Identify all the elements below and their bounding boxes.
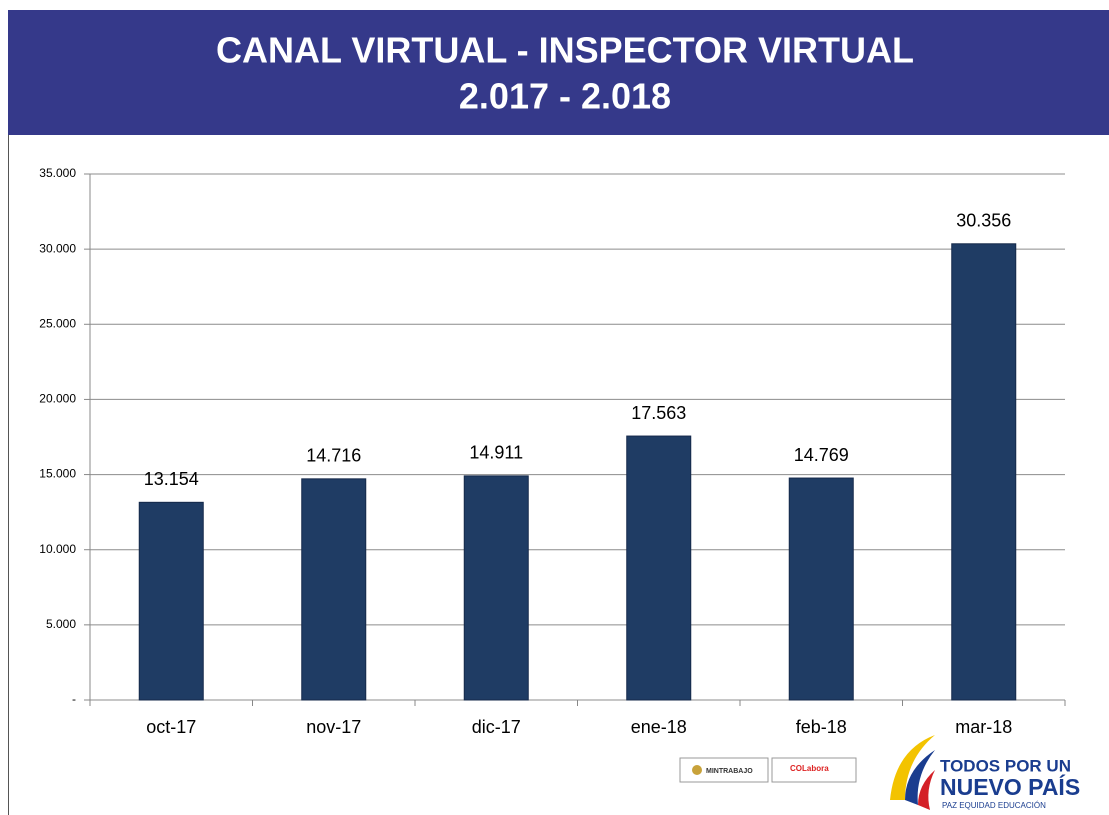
- y-tick-label: 30.000: [39, 241, 76, 255]
- x-tick-label: dic-17: [472, 717, 521, 737]
- title-banner: [8, 10, 1109, 135]
- y-tick-label: 10.000: [39, 542, 76, 556]
- slogan-top: TODOS POR UN: [940, 756, 1071, 775]
- data-label: 30.356: [956, 211, 1011, 231]
- data-label: 17.563: [631, 403, 686, 423]
- x-tick-label: feb-18: [796, 717, 847, 737]
- x-tick-label: nov-17: [306, 717, 361, 737]
- flag-blue: [905, 750, 935, 805]
- chart-title: CANAL VIRTUAL - INSPECTOR VIRTUAL: [216, 30, 914, 71]
- slogan-sub: PAZ EQUIDAD EDUCACIÓN: [942, 801, 1046, 810]
- ministry-logo: MINTRABAJO: [706, 768, 753, 775]
- bar: [951, 243, 1017, 701]
- bar: [788, 477, 854, 701]
- data-label: 14.911: [469, 443, 523, 463]
- y-tick-label: 5.000: [46, 617, 76, 631]
- flag-yellow: [890, 735, 935, 800]
- ministry-emblem: [692, 765, 702, 775]
- bar: [138, 501, 204, 701]
- x-tick-label: oct-17: [146, 717, 196, 737]
- chart-subtitle: 2.017 - 2.018: [459, 76, 671, 117]
- y-tick-label: 25.000: [39, 316, 76, 330]
- bar: [463, 475, 529, 701]
- colabora-logo-box: [771, 757, 857, 783]
- y-tick-label: 35.000: [39, 166, 76, 180]
- y-tick-label: 20.000: [39, 392, 76, 406]
- colabora-logo: COLabora: [790, 764, 829, 773]
- flag-red: [918, 770, 935, 810]
- slogan-main: NUEVO PAÍS: [940, 773, 1080, 800]
- bar: [626, 435, 692, 701]
- y-tick-label: -: [72, 692, 76, 706]
- bar: [301, 478, 367, 701]
- x-tick-label: ene-18: [631, 717, 687, 737]
- data-label: 14.769: [794, 445, 849, 465]
- data-label: 14.716: [306, 446, 361, 466]
- logo-strip: MINTRABAJO COLabora TODOS POR UN NUEVO P…: [679, 735, 1080, 810]
- data-label: 13.154: [144, 469, 199, 489]
- y-tick-label: 15.000: [39, 467, 76, 481]
- x-tick-label: mar-18: [955, 717, 1012, 737]
